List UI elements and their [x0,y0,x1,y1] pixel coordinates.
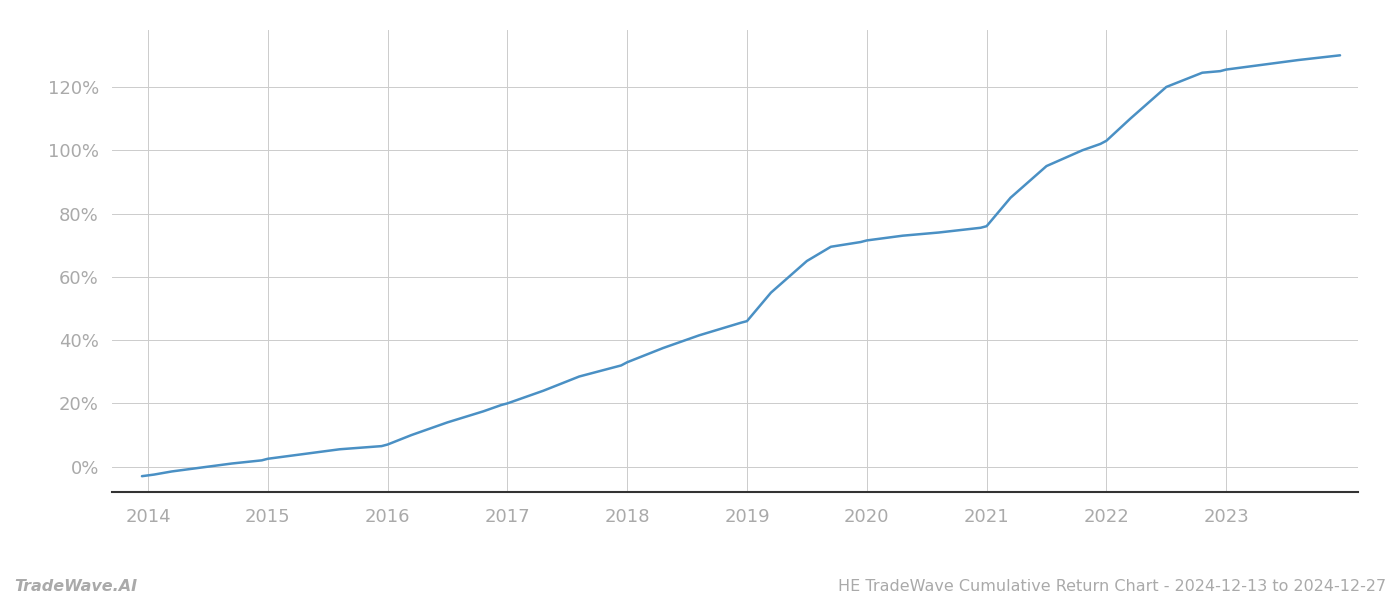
Text: TradeWave.AI: TradeWave.AI [14,579,137,594]
Text: HE TradeWave Cumulative Return Chart - 2024-12-13 to 2024-12-27: HE TradeWave Cumulative Return Chart - 2… [837,579,1386,594]
